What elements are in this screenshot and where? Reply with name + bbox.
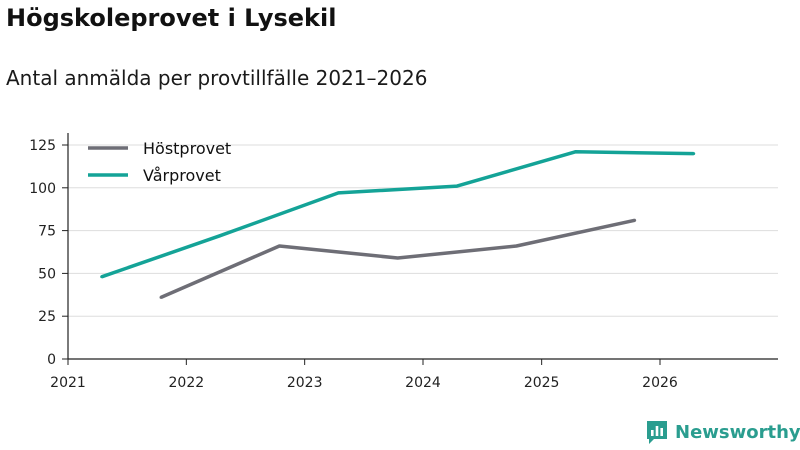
newsworthy-icon bbox=[647, 421, 667, 444]
y-tick-label: 50 bbox=[38, 266, 56, 282]
data-point bbox=[277, 244, 281, 248]
data-point bbox=[692, 152, 696, 156]
x-tick-label: 2024 bbox=[405, 375, 441, 391]
x-tick-label: 2022 bbox=[169, 375, 205, 391]
brand-name: Newsworthy bbox=[675, 421, 800, 443]
data-point bbox=[100, 275, 104, 279]
x-tick-label: 2026 bbox=[642, 375, 678, 391]
x-tick-label: 2021 bbox=[50, 375, 86, 391]
data-point bbox=[336, 191, 340, 195]
data-point bbox=[455, 184, 459, 188]
x-tick-label: 2023 bbox=[287, 375, 323, 391]
data-point bbox=[396, 256, 400, 260]
y-tick-label: 100 bbox=[29, 181, 56, 197]
data-point bbox=[633, 218, 637, 222]
y-tick-label: 125 bbox=[29, 138, 56, 154]
y-tick-label: 25 bbox=[38, 309, 56, 325]
legend-label: Vårprovet bbox=[143, 166, 221, 185]
y-tick-label: 75 bbox=[38, 224, 56, 240]
data-point bbox=[514, 244, 518, 248]
chart-title: Högskoleprovet i Lysekil bbox=[6, 4, 337, 32]
data-point bbox=[573, 150, 577, 154]
y-tick-label: 0 bbox=[47, 352, 56, 368]
data-point bbox=[218, 234, 222, 238]
chart-subtitle: Antal anmälda per provtillfälle 2021–202… bbox=[6, 66, 428, 90]
series-line-varprovet bbox=[101, 150, 694, 279]
x-tick-label: 2025 bbox=[524, 375, 560, 391]
data-point bbox=[159, 295, 163, 299]
legend-label: Höstprovet bbox=[143, 139, 231, 158]
newsworthy-logo: Newsworthy bbox=[645, 419, 800, 445]
